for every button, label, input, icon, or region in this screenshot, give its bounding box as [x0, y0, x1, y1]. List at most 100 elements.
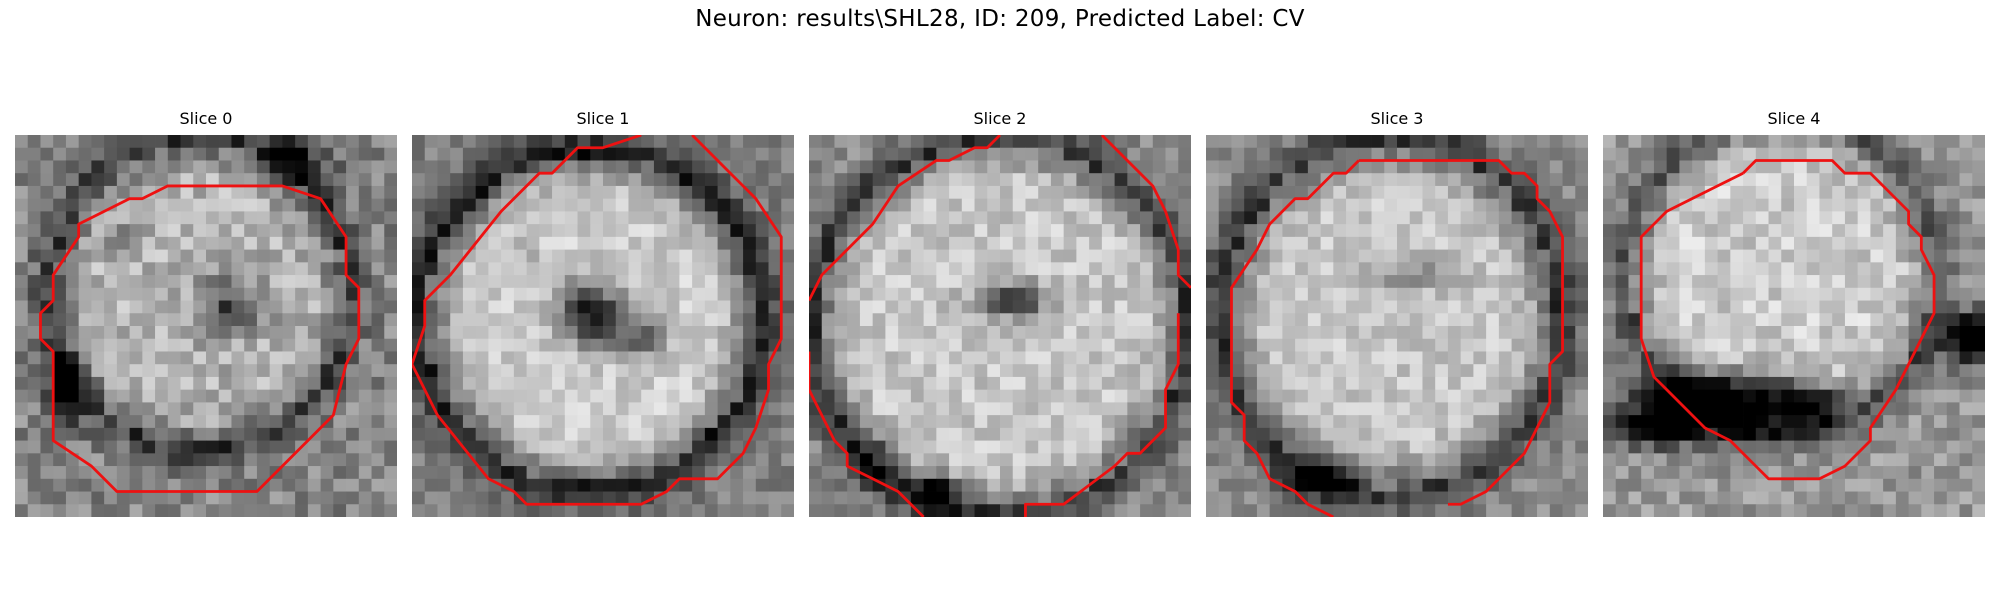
- pixel: [1730, 351, 1744, 365]
- pixel: [590, 173, 604, 187]
- pixel: [1883, 466, 1897, 480]
- pixel: [1781, 338, 1795, 352]
- pixel: [206, 287, 220, 301]
- pixel: [193, 198, 207, 212]
- pixel: [1152, 364, 1166, 378]
- pixel: [501, 402, 515, 416]
- pixel: [104, 376, 118, 391]
- pixel: [231, 491, 245, 505]
- pixel: [1934, 326, 1948, 340]
- pixel: [1537, 224, 1551, 238]
- pixel: [628, 389, 642, 403]
- pixel: [1895, 211, 1909, 225]
- pixel: [1794, 262, 1808, 276]
- pixel: [653, 236, 668, 250]
- pixel: [1038, 185, 1052, 200]
- pixel: [1218, 313, 1232, 327]
- pixel: [974, 364, 988, 378]
- pixel: [872, 389, 886, 403]
- pixel: [1206, 300, 1220, 314]
- pixel: [1333, 338, 1347, 352]
- pixel: [1063, 287, 1077, 301]
- pixel: [1025, 173, 1039, 187]
- pixel: [641, 351, 655, 365]
- pixel: [167, 376, 181, 391]
- pixel: [755, 287, 769, 301]
- pixel: [1447, 287, 1462, 301]
- pixel: [1641, 491, 1655, 505]
- pixel: [1653, 415, 1668, 429]
- pixel: [1101, 504, 1115, 517]
- pixel: [501, 236, 515, 250]
- pixel: [1025, 326, 1039, 340]
- pixel: [1498, 287, 1512, 301]
- pixel: [1320, 262, 1334, 276]
- pixel: [1012, 326, 1026, 340]
- pixel: [628, 313, 642, 327]
- pixel: [1615, 224, 1629, 238]
- pixel: [1870, 491, 1884, 505]
- pixel: [244, 415, 258, 429]
- pixel: [1282, 135, 1296, 149]
- pixel: [743, 135, 757, 149]
- pixel: [1114, 185, 1128, 200]
- pixel: [1384, 135, 1398, 149]
- pixel: [704, 236, 718, 250]
- pixel: [1653, 504, 1668, 517]
- pixel: [1755, 491, 1769, 505]
- pixel: [859, 338, 874, 352]
- pixel: [424, 135, 438, 149]
- pixel: [1486, 326, 1500, 340]
- pixel: [129, 402, 143, 416]
- pixel: [384, 427, 397, 441]
- pixel: [923, 147, 937, 161]
- pixel: [949, 338, 963, 352]
- pixel: [384, 135, 397, 149]
- pixel: [1934, 402, 1948, 416]
- pixel: [1050, 376, 1065, 391]
- pixel: [1768, 198, 1782, 212]
- pixel: [552, 211, 566, 225]
- pixel: [730, 326, 744, 340]
- roi-outline: [1358, 159, 1564, 506]
- pixel: [155, 160, 169, 174]
- pixel: [1333, 402, 1347, 416]
- pixel: [1603, 313, 1617, 327]
- pixel: [180, 402, 194, 416]
- pixel: [1524, 466, 1538, 480]
- pixel: [1755, 262, 1769, 276]
- pixel: [371, 376, 385, 391]
- pixel: [1895, 504, 1909, 517]
- pixel: [1038, 313, 1052, 327]
- pixel: [1692, 249, 1706, 263]
- pixel: [692, 249, 706, 263]
- pixel: [78, 326, 92, 340]
- pixel: [1743, 389, 1757, 403]
- pixel: [628, 198, 642, 212]
- pixel: [1178, 198, 1191, 212]
- pixel: [1447, 262, 1462, 276]
- slice-panel-1: Slice 1: [412, 108, 794, 517]
- pixel: [256, 326, 271, 340]
- pixel: [872, 504, 886, 517]
- pixel: [40, 415, 54, 429]
- pixel: [961, 504, 975, 517]
- pixel: [1692, 466, 1706, 480]
- pixel: [1206, 453, 1220, 467]
- pixel: [1409, 466, 1423, 480]
- pixel: [872, 262, 886, 276]
- pixel: [1050, 415, 1065, 429]
- pixel: [244, 453, 258, 467]
- pixel: [27, 275, 41, 289]
- pixel: [1320, 185, 1334, 200]
- pixel: [1524, 135, 1538, 149]
- pixel: [53, 478, 67, 492]
- pixel: [1371, 491, 1385, 505]
- pixel: [1127, 287, 1141, 301]
- pixel: [1486, 198, 1500, 212]
- pixel: [333, 185, 347, 200]
- pixel: [590, 147, 604, 161]
- pixel: [526, 326, 540, 340]
- pixel: [1511, 173, 1525, 187]
- pixel: [526, 402, 540, 416]
